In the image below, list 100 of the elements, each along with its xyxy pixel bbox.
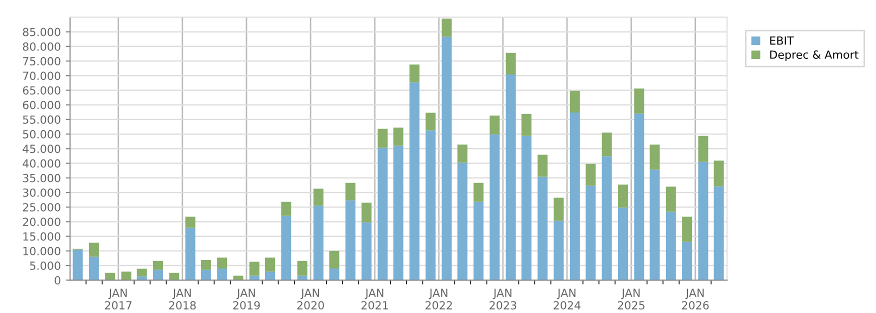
bar <box>281 202 292 216</box>
bar <box>650 170 660 280</box>
y-tick-label: 55.000 <box>23 115 60 124</box>
bar <box>538 154 548 177</box>
bar <box>153 260 164 270</box>
x-tick-label: JAN 2017 <box>105 288 132 310</box>
bar <box>393 146 404 280</box>
bar <box>570 90 580 112</box>
bar <box>682 216 692 242</box>
bar <box>121 272 132 280</box>
y-tick-label: 45.000 <box>22 144 60 154</box>
x-tick-label: JAN 2024 <box>554 288 581 310</box>
bar <box>457 144 468 163</box>
bar <box>506 74 516 280</box>
bar <box>378 148 388 280</box>
bar <box>602 132 612 156</box>
x-tick-label: JAN 2018 <box>169 288 196 310</box>
bar <box>136 268 147 276</box>
y-tick-label: 35.000 <box>23 174 60 182</box>
bar <box>72 250 83 280</box>
bar <box>634 88 644 114</box>
bar <box>554 198 564 221</box>
bar <box>490 134 500 280</box>
bar <box>88 242 99 257</box>
bar <box>217 258 228 268</box>
y-tick-label: 60.000 <box>22 100 60 110</box>
bar <box>409 64 420 82</box>
x-tick-label: JAN 2019 <box>233 288 260 310</box>
bar <box>474 182 484 202</box>
x-tick-label: JAN 2023 <box>490 288 516 310</box>
bar <box>442 36 452 280</box>
bar <box>345 182 356 200</box>
bar <box>265 272 276 280</box>
bar <box>474 202 484 280</box>
y-tick-label: 15.000 <box>23 232 60 241</box>
bar <box>409 82 420 280</box>
bar <box>200 260 211 270</box>
bar <box>185 216 196 228</box>
x-tick-label: JAN 2022 <box>426 288 452 310</box>
bar <box>521 136 532 280</box>
bar <box>490 116 500 134</box>
bar <box>313 188 324 206</box>
bar <box>329 268 340 280</box>
bar <box>634 114 644 280</box>
bar <box>521 114 532 136</box>
y-tick-label: 0 <box>54 276 60 285</box>
bar <box>329 250 340 268</box>
bar <box>538 176 548 280</box>
bar <box>650 144 660 170</box>
bar <box>666 212 676 280</box>
bar <box>362 222 372 280</box>
bar <box>714 160 724 186</box>
bar <box>426 112 436 130</box>
bar <box>200 270 211 280</box>
bar <box>698 162 708 280</box>
y-tick-label: 5.000 <box>30 262 60 270</box>
bar <box>297 260 308 276</box>
bar <box>506 52 516 74</box>
legend-label: EBIT <box>770 36 794 45</box>
y-tick-label: 70.000 <box>23 72 60 80</box>
bar <box>378 128 388 148</box>
y-tick-label: 10.000 <box>23 246 60 256</box>
bar <box>442 18 452 37</box>
bar <box>426 130 436 280</box>
y-tick-label: 85.000 <box>22 28 60 36</box>
y-tick-label: 25.000 <box>22 203 60 212</box>
x-tick-label: JAN 2026 <box>682 288 709 310</box>
bar <box>714 186 724 280</box>
legend-label: Deprec & Amort <box>770 50 858 61</box>
bar <box>153 270 164 280</box>
x-tick-label: JAN 2025 <box>618 288 644 310</box>
y-tick-label: 65.000 <box>22 86 60 95</box>
bar <box>249 262 260 276</box>
y-tick-label: 75.000 <box>23 57 60 66</box>
bar <box>217 268 228 280</box>
bar <box>185 228 196 280</box>
y-tick-label: 20.000 <box>22 218 60 226</box>
y-tick-label: 80.000 <box>22 42 60 51</box>
bar <box>281 216 292 280</box>
bar <box>345 200 356 280</box>
bar <box>313 206 324 280</box>
y-tick-label: 30.000 <box>23 188 60 197</box>
bar <box>602 156 612 280</box>
bar <box>457 162 468 280</box>
bar <box>393 128 404 146</box>
bar <box>265 258 276 272</box>
bar <box>666 186 676 212</box>
bar <box>586 164 596 186</box>
bar <box>682 242 692 280</box>
y-tick-label: 40.000 <box>22 159 60 168</box>
y-tick-label: 50.000 <box>23 130 60 138</box>
x-tick-label: JAN 2021 <box>361 288 388 310</box>
bar <box>698 136 708 162</box>
x-tick-label: JAN 2020 <box>297 288 324 310</box>
bar <box>586 186 596 280</box>
bar <box>570 112 580 280</box>
bar <box>362 202 372 222</box>
bar <box>618 208 628 280</box>
bar <box>554 220 564 280</box>
bar <box>618 184 628 208</box>
